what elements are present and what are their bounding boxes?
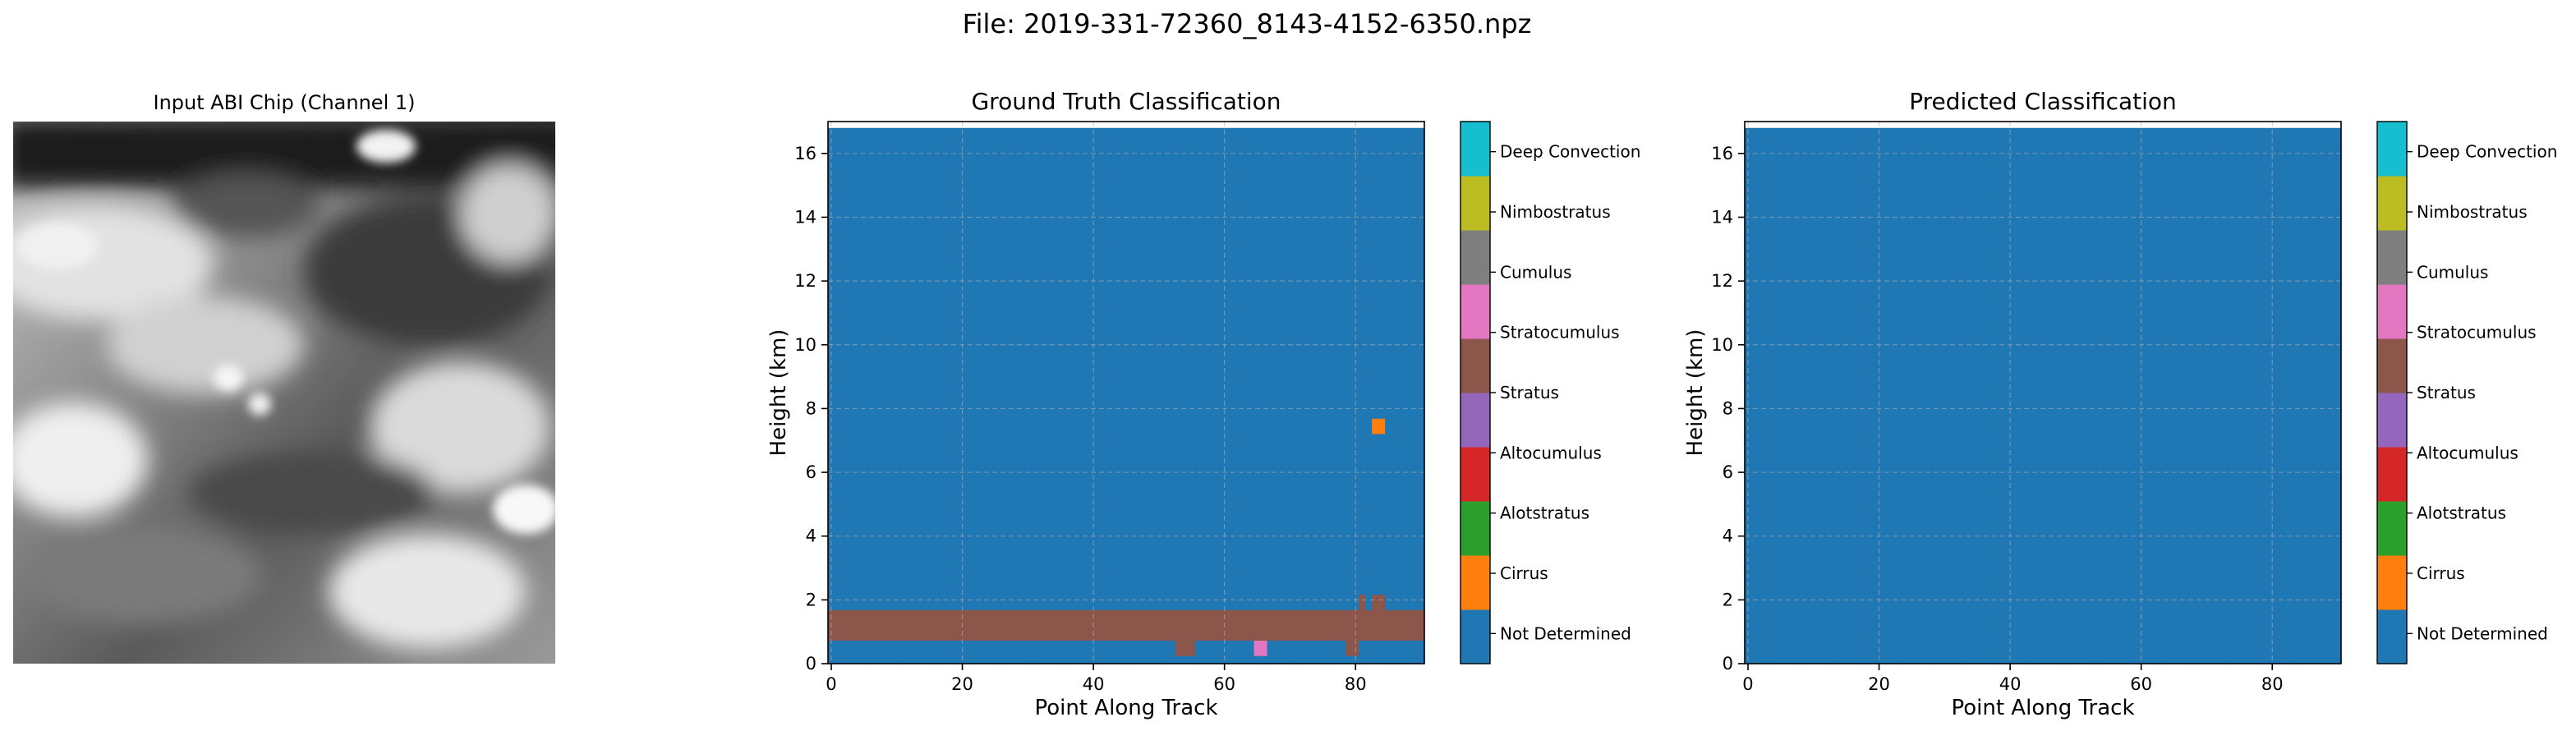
ground-truth-colorbar-label: Alotstratus (1500, 503, 1589, 523)
predicted-y-tick-label: 16 (1711, 144, 1733, 163)
predicted-colorbar-swatch (2377, 176, 2407, 231)
ground-truth-x-tick-label: 80 (1345, 674, 1367, 694)
ground-truth-colorbar-label: Not Determined (1500, 623, 1631, 643)
predicted-colorbar-swatch (2377, 122, 2407, 177)
ground-truth-colorbar-label: Cumulus (1500, 262, 1571, 282)
ground-truth-y-tick-label: 16 (794, 144, 816, 163)
predicted-colorbar-label: Alotstratus (2417, 503, 2506, 523)
ground-truth-colorbar: Not Determined Cirrus Alotstratus Altocumul… (1460, 121, 1640, 664)
predicted-y-tick-label: 2 (1723, 590, 1733, 609)
ground-truth-colorbar-label: Nimbostratus (1500, 202, 1611, 222)
ground-truth-colorbar-label: Altocumulus (1500, 443, 1602, 462)
ground-truth-y-tick-label: 14 (794, 207, 816, 227)
predicted-colorbar-label: Stratus (2417, 383, 2476, 402)
ground-truth-colorbar-label: Stratus (1500, 383, 1559, 402)
ground-truth-x-tick-label: 40 (1083, 674, 1105, 694)
ground-truth-x-tick-label: 60 (1213, 674, 1235, 694)
predicted-x-tick-label: 40 (1999, 674, 2022, 694)
ground-truth-colorbar-swatch (1460, 230, 1490, 285)
ground-truth-x-ticks: 0 20 40 60 80 (826, 664, 1367, 694)
image-panel-title: Input ABI Chip (Channel 1) (153, 91, 415, 114)
ground-truth-colorbar-swatch (1460, 122, 1490, 177)
predicted-y-tick-label: 8 (1723, 398, 1733, 418)
ground-truth-x-tick-label: 20 (951, 674, 973, 694)
ground-truth-y-tick-label: 12 (794, 271, 816, 291)
predicted-colorbar-swatch (2377, 609, 2407, 664)
predicted-x-tick-label: 60 (2130, 674, 2152, 694)
predicted-x-tick-label: 80 (2261, 674, 2284, 694)
ground-truth-cell-stratocumulus (1175, 641, 1195, 656)
ground-truth-y-tick-label: 6 (806, 462, 816, 482)
figure-title: File: 2019-331-72360_8143-4152-6350.npz (963, 8, 1532, 39)
ground-truth-y-tick-label: 4 (806, 526, 816, 546)
ground-truth-colorbar-label: Stratocumulus (1500, 323, 1620, 343)
predicted-heatmap (1745, 127, 2341, 664)
ground-truth-colorbar-swatch (1460, 284, 1490, 339)
ground-truth-cell-stratocumulus (1346, 641, 1359, 656)
ground-truth-background-cells (828, 127, 1424, 664)
predicted-title: Predicted Classification (1909, 88, 2177, 115)
ground-truth-y-ticks: 0 2 4 6 8 10 12 14 16 (794, 144, 828, 674)
predicted-panel: Predicted Classification 0 20 40 60 80 0 2 4 6 8… (1683, 88, 2342, 720)
image-panel: Input ABI Chip (Channel 1) (13, 91, 555, 664)
ground-truth-heatmap (828, 127, 1424, 664)
predicted-y-tick-label: 10 (1711, 335, 1733, 355)
ground-truth-colorbar-swatch (1460, 501, 1490, 556)
ground-truth-y-tick-label: 0 (806, 654, 816, 674)
ground-truth-colorbar-swatch (1460, 176, 1490, 231)
predicted-y-tick-label: 12 (1711, 271, 1733, 291)
predicted-colorbar-label: Cumulus (2417, 262, 2488, 282)
ground-truth-panel: Ground Truth Classification 0 20 40 60 80 0 2… (766, 88, 1425, 720)
ground-truth-colorbar-swatch (1460, 555, 1490, 610)
ground-truth-colorbar-swatch (1460, 609, 1490, 664)
ground-truth-y-tick-label: 8 (806, 398, 816, 418)
predicted-y-tick-label: 14 (1711, 207, 1733, 227)
ground-truth-cell-cirrus (1372, 418, 1386, 434)
predicted-y-tick-label: 4 (1723, 526, 1733, 546)
ground-truth-colorbar-label: Cirrus (1500, 563, 1548, 583)
ground-truth-cell-stratocumulus (1372, 595, 1386, 610)
ground-truth-axes-frame (827, 121, 1425, 664)
predicted-y-tick-label: 6 (1723, 462, 1733, 482)
ground-truth-cell-cumulus (1254, 641, 1267, 656)
predicted-colorbar-swatch (2377, 501, 2407, 556)
predicted-colorbar-swatch (2377, 284, 2407, 339)
predicted-background-cells (1745, 127, 2341, 664)
ground-truth-cell-stratocumulus (828, 609, 1424, 641)
predicted-colorbar: Not Determined Cirrus Alotstratus Altocumul… (2376, 121, 2557, 664)
ground-truth-colorbar-label: Deep Convection (1500, 142, 1640, 162)
ground-truth-colorbar-swatch (1460, 393, 1490, 448)
ground-truth-colorbar-swatch (1460, 338, 1490, 393)
predicted-colorbar-swatch (2377, 447, 2407, 502)
predicted-colorbar-label: Altocumulus (2417, 443, 2518, 462)
predicted-colorbar-label: Deep Convection (2417, 142, 2557, 162)
ground-truth-colorbar-swatch (1460, 447, 1490, 502)
predicted-x-ticks: 0 20 40 60 80 (1742, 664, 2284, 694)
predicted-xlabel: Point Along Track (1951, 696, 2134, 720)
predicted-y-ticks: 0 2 4 6 8 10 12 14 16 (1711, 144, 1745, 674)
predicted-colorbar-swatch (2377, 555, 2407, 610)
predicted-y-tick-label: 0 (1723, 654, 1733, 674)
predicted-ylabel: Height (km) (1683, 329, 1708, 457)
predicted-colorbar-swatch (2377, 338, 2407, 393)
predicted-colorbar-swatch (2377, 230, 2407, 285)
ground-truth-y-tick-label: 10 (794, 335, 816, 355)
ground-truth-title: Ground Truth Classification (971, 88, 1281, 115)
predicted-colorbar-label: Cirrus (2417, 563, 2465, 583)
predicted-x-tick-label: 0 (1742, 674, 1753, 694)
predicted-x-tick-label: 20 (1868, 674, 1890, 694)
ground-truth-cell-stratocumulus (1359, 595, 1366, 610)
predicted-axes-frame (1744, 121, 2342, 664)
ground-truth-ylabel: Height (km) (766, 329, 791, 457)
abi-chip-image (13, 122, 555, 664)
predicted-colorbar-label: Stratocumulus (2417, 323, 2537, 343)
ground-truth-x-tick-label: 0 (826, 674, 836, 694)
predicted-colorbar-label: Not Determined (2417, 623, 2548, 643)
ground-truth-y-tick-label: 2 (806, 590, 816, 609)
predicted-colorbar-label: Nimbostratus (2417, 202, 2528, 222)
ground-truth-xlabel: Point Along Track (1034, 696, 1217, 720)
predicted-colorbar-swatch (2377, 393, 2407, 448)
